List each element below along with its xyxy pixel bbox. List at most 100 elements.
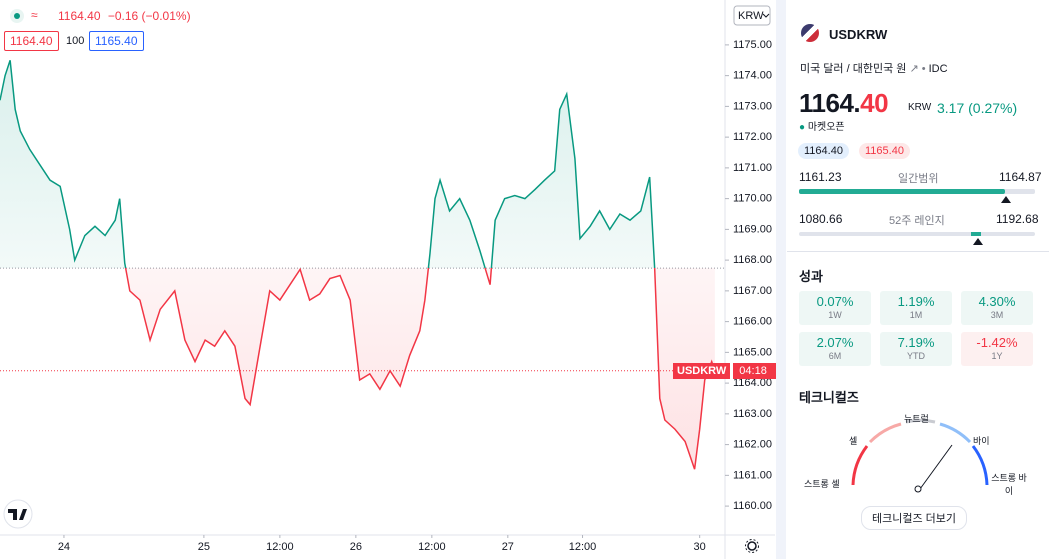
performance-title: 성과 xyxy=(799,269,823,284)
tile-value: 1.19% xyxy=(897,294,935,309)
x-tick-label: 12:00 xyxy=(418,541,446,553)
tile-period: 1W xyxy=(828,310,842,320)
legend: 1164.40 −0.16 (−0.01%) xyxy=(58,9,191,23)
x-tick-label: 25 xyxy=(198,541,210,553)
description: 미국 달러 / 대한민국 원 ↗ • IDC xyxy=(800,63,948,75)
y-tick-label: 1171.00 xyxy=(733,162,772,174)
price-change: 3.17 (0.27%) xyxy=(937,100,1018,116)
day-range-track xyxy=(799,189,1035,194)
buy-box[interactable]: 1165.40 xyxy=(89,31,144,51)
gauge-label-neutral: 뉴트럴 xyxy=(904,414,929,424)
gauge-buy xyxy=(939,422,972,444)
currency-select[interactable] xyxy=(733,5,771,26)
week52-label: 52주 레인지 xyxy=(889,215,945,227)
performance-tile: 4.30% 3M xyxy=(961,291,1033,325)
area xyxy=(0,60,715,470)
y-tick-label: 1166.00 xyxy=(733,316,772,328)
status-dot xyxy=(14,13,20,19)
performance-tile: 0.07% 1W xyxy=(799,291,871,325)
y-tick-label: 1175.00 xyxy=(733,39,772,51)
gutter xyxy=(776,0,786,559)
week52-low: 1080.66 xyxy=(799,212,843,226)
flag-icon xyxy=(801,24,819,42)
legend-price: 1164.40 xyxy=(58,9,101,23)
gauge-label-strong-sell: 스트롱 셀 xyxy=(804,479,840,489)
price-int: 1164. xyxy=(799,88,861,118)
technicals-title: 테크니컬즈 xyxy=(799,390,859,405)
symbol-icon: ≈ xyxy=(31,8,38,22)
tile-period: 6M xyxy=(828,351,842,361)
y-tick-label: 1164.00 xyxy=(733,377,772,389)
y-tick-label: 1161.00 xyxy=(733,469,772,481)
gauge-sell xyxy=(868,422,902,444)
tile-period: 1M xyxy=(909,310,923,320)
market-status-text: 마켓오픈 xyxy=(807,122,845,133)
technicals-gauge xyxy=(851,418,989,493)
legend-change: −0.16 (−0.01%) xyxy=(107,9,191,23)
sell-box[interactable]: 1164.40 xyxy=(4,31,59,51)
x-tick-label: 30 xyxy=(694,541,706,553)
y-tick-label: 1165.00 xyxy=(733,346,772,358)
week52-high: 1192.68 xyxy=(996,212,1039,226)
tv-logo xyxy=(3,499,33,529)
y-tick-label: 1168.00 xyxy=(733,254,772,266)
day-high: 1164.87 xyxy=(999,170,1042,184)
day-range-marker xyxy=(1001,196,1011,203)
gauge-label-strong-buy-1: 스트롱 바 xyxy=(991,473,1027,483)
x-tick-label: 27 xyxy=(502,541,514,553)
performance-tile: 7.19% YTD xyxy=(880,332,952,366)
gauge-strong-sell xyxy=(851,445,869,486)
gauge-label-buy: 바이 xyxy=(973,436,990,446)
tile-value: 2.07% xyxy=(816,335,854,350)
y-tick-label: 1174.00 xyxy=(733,70,772,82)
tile-value: 0.07% xyxy=(816,294,854,309)
x-tick-label: 26 xyxy=(350,541,362,553)
price-tag-symbol: USDKRW xyxy=(673,362,731,379)
ask-chip: 1165.40 xyxy=(859,143,910,159)
price: 1164.40 xyxy=(799,88,889,119)
symbol[interactable]: USDKRW xyxy=(829,27,888,42)
performance-tile: 1.19% 1M xyxy=(880,291,952,325)
price-dec: 40 xyxy=(860,88,889,118)
x-tick-label: 12:00 xyxy=(569,541,597,553)
y-tick-label: 1167.00 xyxy=(733,285,772,297)
gauge-label-strong-buy-2: 이 xyxy=(1004,486,1014,496)
y-tick-label: 1173.00 xyxy=(733,100,772,112)
day-low: 1161.23 xyxy=(799,170,842,184)
tile-period: YTD xyxy=(907,351,925,361)
price-tag: USDKRW 04:18 xyxy=(673,362,786,379)
gauge-strong-buy xyxy=(971,445,989,486)
tile-value: -1.42% xyxy=(976,335,1018,350)
day-range-label: 일간범위 xyxy=(898,173,939,185)
gauge-needle xyxy=(919,444,953,490)
description-text: 미국 달러 / 대한민국 원 xyxy=(800,63,907,75)
tile-period: 3M xyxy=(990,310,1004,320)
bid-chip: 1164.40 xyxy=(798,143,849,159)
performance-tile: -1.42% 1Y xyxy=(961,332,1033,366)
gauge-label-sell: 셀 xyxy=(849,436,858,446)
gauge-neutral xyxy=(905,418,936,424)
technicals-button[interactable]: 테크니컬즈 더보기 xyxy=(861,506,968,530)
y-tick-label: 1162.00 xyxy=(733,439,772,451)
settings-gear[interactable] xyxy=(745,539,759,553)
quantity: 100 xyxy=(66,35,85,47)
y-tick-label: 1160.00 xyxy=(733,500,772,512)
y-tick-label: 1163.00 xyxy=(733,408,772,420)
exchange: IDC xyxy=(928,63,948,75)
tile-value: 4.30% xyxy=(978,294,1016,309)
dropdown-caret xyxy=(762,13,770,18)
market-status: ● 마켓오픈 xyxy=(799,122,845,133)
week52-fill xyxy=(971,232,981,236)
symbol-panel: USDKRW 미국 달러 / 대한민국 원 ↗ • IDC 1164.40 KR… xyxy=(787,0,1049,559)
divider xyxy=(787,251,1049,252)
x-tick-label: 12:00 xyxy=(266,541,294,553)
price-line xyxy=(0,60,716,470)
price-tag-countdown: 04:18 xyxy=(733,362,786,379)
currency-select-label[interactable]: KRW xyxy=(738,10,764,22)
gauge-pivot xyxy=(914,485,922,493)
price-currency: KRW xyxy=(908,102,932,113)
week52-track xyxy=(799,232,1035,236)
chart: 1160.00 1161.00 1162.00 1163.00 1164.00 1165.… xyxy=(0,0,775,559)
